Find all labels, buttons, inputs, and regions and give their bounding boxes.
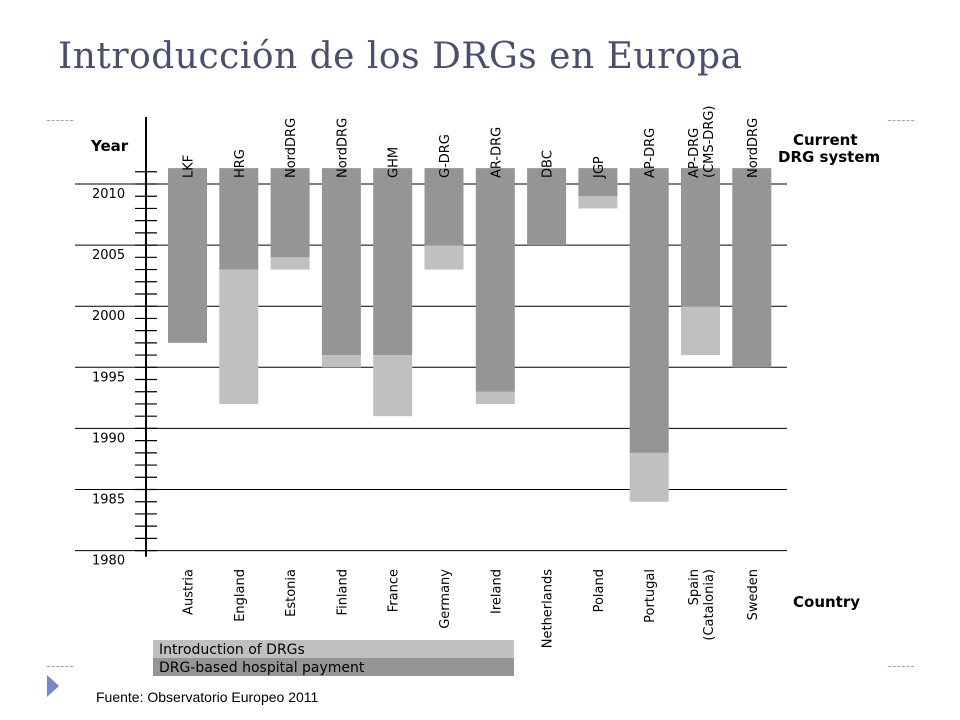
system-label-ireland: AR-DRG (489, 127, 504, 178)
introduction-bar-ireland (475, 391, 515, 404)
legend-swatch-1 (153, 658, 514, 676)
bars (168, 168, 772, 502)
payment-bar-finland (321, 168, 361, 356)
y-tick-label-2005: 2005 (92, 248, 125, 263)
bottom-left-divider (47, 666, 73, 667)
country-label-spain-catalonia: Spain (687, 569, 702, 605)
legend: Introduction of DRGs DRG-based hospital p… (153, 640, 514, 676)
legend-swatch-0 (153, 640, 514, 658)
system-label-austria: LKF (182, 155, 197, 178)
country-label-finland: Finland (335, 569, 350, 615)
bottom-right-divider (888, 666, 914, 667)
top-left-divider (47, 120, 73, 121)
payment-bar-portugal (629, 168, 669, 453)
y-tick-label-1980: 1980 (92, 554, 125, 569)
y-axis: 2010 2005 2000 1995 1990 1985 1980 (92, 117, 157, 569)
system-header-line-1: Current (793, 131, 858, 149)
country-label-spain-catalonia: (Catalonia) (702, 569, 717, 641)
x-axis-title: Country (793, 593, 860, 611)
country-label-estonia: Estonia (284, 569, 299, 617)
y-axis-title: Year (90, 137, 129, 155)
y-tick-label-1990: 1990 (92, 431, 125, 446)
system-label-sweden: NordDRG (746, 118, 761, 178)
system-label-france: GHM (387, 147, 402, 178)
system-header-line-2: DRG system (778, 148, 880, 166)
country-label-france: France (387, 569, 402, 612)
country-label-ireland: Ireland (489, 569, 504, 614)
payment-bar-estonia (270, 168, 310, 258)
bullet-arrow-icon (47, 675, 59, 697)
payment-bar-ireland (475, 168, 515, 392)
country-label-england: England (233, 569, 248, 622)
y-tick-label-1995: 1995 (92, 370, 125, 385)
system-label-finland: NordDRG (335, 118, 350, 178)
introduction-bar-poland (578, 196, 618, 209)
introduction-bar-france (373, 355, 413, 417)
source-note: Fuente: Observatorio Europeo 2011 (96, 689, 319, 705)
y-tick-label-2000: 2000 (92, 309, 125, 324)
system-label-spain-catalonia: (CMS-DRG) (702, 106, 717, 179)
introduction-bar-portugal (629, 452, 669, 502)
introduction-bar-estonia (270, 257, 310, 270)
country-label-germany: Germany (438, 569, 453, 629)
payment-bar-sweden (732, 168, 772, 368)
system-label-germany: G-DRG (438, 134, 453, 178)
payment-bar-netherlands (527, 168, 567, 246)
labels: LKF Austria HRG England NordDRG Estonia NordDR… (90, 106, 880, 649)
payment-bar-poland (578, 168, 618, 197)
y-tick-label-1985: 1985 (92, 493, 125, 508)
system-label-netherlands: DBC (541, 150, 556, 178)
country-label-poland: Poland (592, 569, 607, 612)
system-label-portugal: AP-DRG (643, 128, 658, 178)
system-label-estonia: NordDRG (284, 118, 299, 178)
country-label-sweden: Sweden (746, 569, 761, 620)
system-label-england: HRG (233, 149, 248, 178)
system-label-spain-catalonia: AP-DRG (687, 128, 702, 178)
country-label-portugal: Portugal (643, 569, 658, 623)
system-label-poland: JGP (592, 156, 607, 179)
legend-label-1: DRG-based hospital payment (159, 660, 365, 676)
payment-bar-england (219, 168, 259, 270)
payment-bar-austria (168, 168, 207, 343)
top-right-divider (888, 120, 914, 121)
introduction-bar-germany (424, 245, 464, 270)
country-label-austria: Austria (182, 569, 197, 615)
introduction-bar-england (219, 269, 259, 404)
payment-bar-france (373, 168, 413, 356)
country-label-netherlands: Netherlands (541, 569, 556, 648)
introduction-bar-spain-catalonia (681, 306, 720, 356)
legend-label-0: Introduction of DRGs (159, 642, 305, 658)
payment-bar-spain-catalonia (681, 168, 720, 307)
slide-title: Introducción de los DRGs en Europa (58, 36, 743, 77)
introduction-bar-finland (321, 355, 361, 368)
payment-bar-germany (424, 168, 464, 246)
y-tick-label-2010: 2010 (92, 187, 125, 202)
